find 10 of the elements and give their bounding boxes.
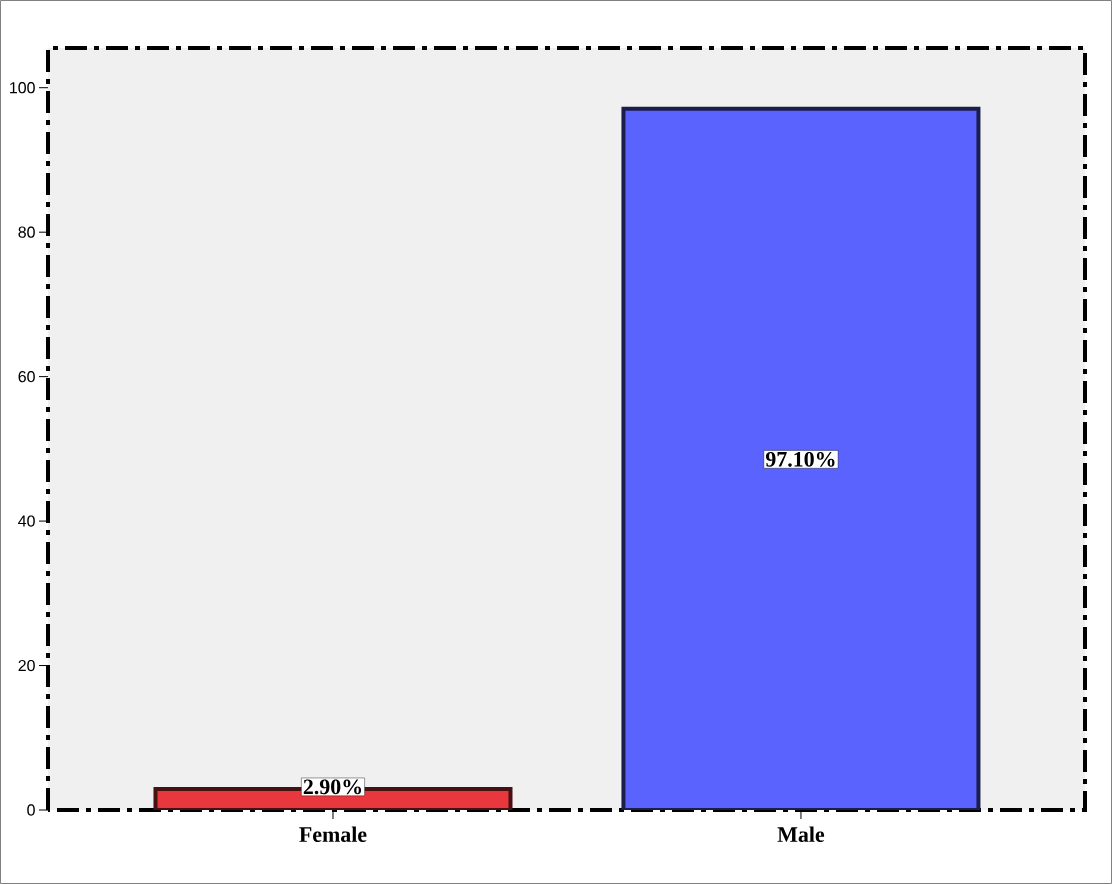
data-label: 2.90%: [303, 779, 362, 795]
y-tick-label: 20: [18, 659, 35, 672]
y-tick-label: 60: [18, 370, 35, 383]
y-tick-label: 100: [10, 82, 35, 94]
y-tick-label: 40: [18, 515, 35, 527]
x-tick-label: Male: [777, 826, 825, 842]
y-tick-label: 0: [27, 804, 35, 816]
y-tick-label: 80: [18, 226, 35, 238]
data-label: 97.10%: [765, 451, 835, 467]
x-tick-label: Female: [299, 826, 367, 842]
